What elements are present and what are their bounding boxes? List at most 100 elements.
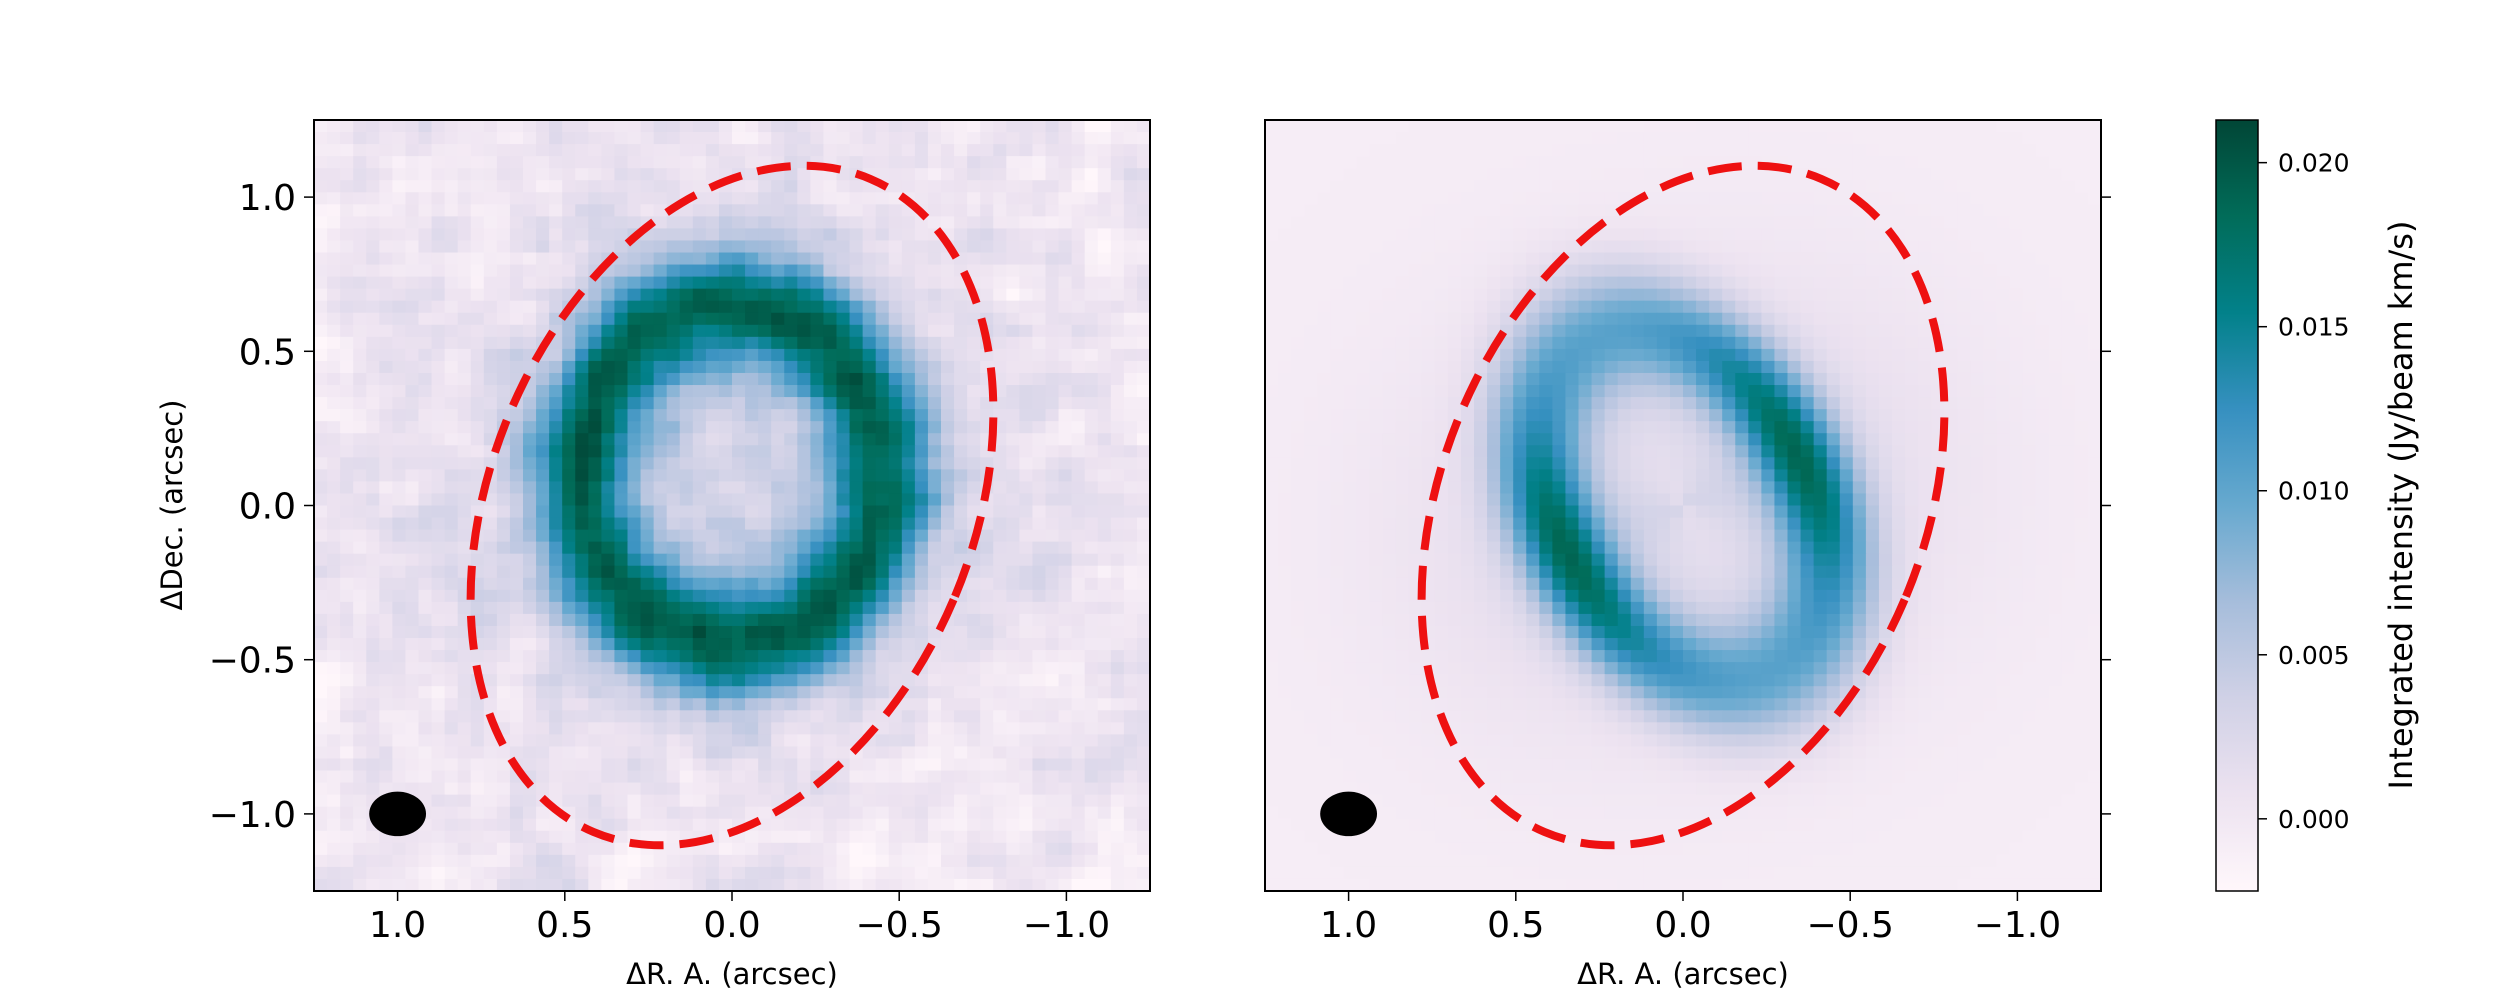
heatmap-cell — [379, 758, 393, 772]
heatmap-cell — [914, 782, 929, 796]
heatmap-cell — [431, 132, 446, 145]
heatmap-cell — [562, 252, 576, 266]
heatmap-cell — [784, 348, 798, 362]
heatmap-cell — [379, 686, 393, 699]
heatmap-cell — [327, 613, 341, 627]
heatmap-cell — [588, 300, 602, 314]
heatmap-cell — [431, 409, 446, 422]
heatmap-cell — [588, 397, 602, 410]
heatmap-cell — [1878, 192, 1893, 205]
heatmap-cell — [836, 686, 851, 699]
heatmap-cell — [836, 866, 851, 880]
heatmap-cell — [2022, 252, 2037, 266]
heatmap-cell — [836, 132, 851, 145]
heatmap-cell — [431, 638, 446, 651]
heatmap-cell — [562, 878, 576, 891]
heatmap-cell — [366, 493, 380, 507]
heatmap-cell — [1395, 240, 1410, 254]
heatmap-cell — [679, 457, 694, 470]
heatmap-cell — [836, 625, 851, 639]
heatmap-cell — [1356, 168, 1371, 181]
heatmap-cell — [914, 830, 929, 844]
heatmap-cell — [1110, 216, 1125, 230]
heatmap-cell — [483, 156, 498, 169]
heatmap-cell — [692, 782, 707, 796]
heatmap-cell — [797, 638, 811, 651]
heatmap-cell — [601, 866, 616, 880]
heatmap-cell — [2061, 132, 2076, 145]
heatmap-cell — [1526, 204, 1540, 217]
heatmap-cell — [523, 168, 537, 181]
heatmap-cell — [470, 264, 485, 278]
heatmap-cell — [705, 336, 720, 350]
heatmap-cell — [549, 409, 563, 422]
heatmap-cell — [862, 493, 877, 507]
heatmap-cell — [1032, 421, 1047, 434]
heatmap-cell — [705, 385, 720, 398]
heatmap-cell — [1813, 240, 1828, 254]
heatmap-cell — [601, 842, 616, 856]
heatmap-cell — [914, 300, 929, 314]
heatmap-cell — [653, 156, 668, 169]
heatmap-cell — [1683, 192, 1697, 205]
heatmap-cell — [1526, 264, 1540, 278]
heatmap-cell — [392, 132, 407, 145]
heatmap-cell — [1865, 120, 1880, 133]
heatmap-cell — [901, 541, 916, 555]
heatmap-cell — [523, 216, 537, 230]
heatmap-cell — [353, 830, 367, 844]
heatmap-cell — [888, 372, 903, 386]
heatmap-cell — [836, 300, 851, 314]
heatmap-cell — [1136, 625, 1150, 639]
heatmap-cell — [1604, 264, 1619, 278]
heatmap-cell — [784, 505, 798, 519]
heatmap-cell — [601, 722, 616, 735]
heatmap-cell — [954, 120, 968, 133]
heatmap-cell — [1123, 252, 1138, 266]
heatmap-cell — [1957, 180, 1971, 193]
heatmap-cell — [914, 553, 929, 567]
heatmap-cell — [1931, 216, 1945, 230]
heatmap-cell — [562, 722, 576, 735]
heatmap-cell — [470, 710, 485, 723]
heatmap-cell — [1006, 638, 1020, 651]
heatmap-cell — [2035, 252, 2050, 266]
heatmap-cell — [1852, 264, 1867, 278]
heatmap-cell — [875, 372, 890, 386]
heatmap-cell — [1136, 601, 1150, 615]
heatmap-cell — [1408, 168, 1423, 181]
heatmap-cell — [797, 577, 811, 591]
heatmap-cell — [405, 348, 420, 362]
heatmap-cell — [679, 132, 694, 145]
heatmap-cell — [627, 493, 642, 507]
heatmap-cell — [1513, 156, 1527, 169]
heatmap-cell — [470, 601, 485, 615]
heatmap-cell — [509, 168, 524, 181]
heatmap-cell — [523, 409, 537, 422]
heatmap-cell — [392, 216, 407, 230]
heatmap-cell — [483, 168, 498, 181]
heatmap-cell — [1045, 722, 1060, 735]
heatmap-cell — [862, 144, 877, 157]
heatmap-cell — [705, 601, 720, 615]
heatmap-cell — [849, 421, 864, 434]
heatmap-cell — [1097, 216, 1112, 230]
heatmap-cell — [1931, 240, 1945, 254]
heatmap-cell — [993, 264, 1007, 278]
heatmap-cell — [392, 650, 407, 663]
heatmap-cell — [679, 746, 694, 760]
heatmap-cell — [353, 372, 367, 386]
heatmap-cell — [1071, 818, 1086, 832]
heatmap-cell — [2048, 156, 2063, 169]
heatmap-cell — [1110, 192, 1125, 205]
heatmap-cell — [1097, 457, 1112, 470]
heatmap-cell — [1513, 252, 1527, 266]
heatmap-cell — [1539, 156, 1553, 169]
heatmap-cell — [758, 830, 772, 844]
heatmap-cell — [784, 409, 798, 422]
heatmap-cell — [901, 445, 916, 458]
heatmap-cell — [980, 156, 994, 169]
heatmap-cell — [980, 650, 994, 663]
heatmap-cell — [1045, 216, 1060, 230]
heatmap-cell — [901, 324, 916, 338]
